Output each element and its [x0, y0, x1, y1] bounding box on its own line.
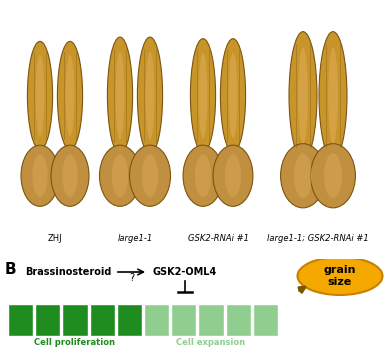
Text: ZHJ: ZHJ [48, 234, 62, 243]
Ellipse shape [281, 144, 325, 208]
FancyBboxPatch shape [171, 304, 196, 336]
Text: grain
size: grain size [324, 265, 356, 287]
Ellipse shape [129, 145, 170, 206]
FancyBboxPatch shape [63, 304, 88, 336]
Ellipse shape [66, 55, 74, 136]
Ellipse shape [145, 52, 154, 139]
Text: A: A [5, 6, 17, 21]
Ellipse shape [63, 154, 77, 197]
Text: B: B [5, 262, 17, 277]
FancyBboxPatch shape [90, 304, 115, 336]
FancyBboxPatch shape [253, 304, 278, 336]
Ellipse shape [142, 154, 158, 197]
FancyBboxPatch shape [35, 304, 60, 336]
Text: Cell proliferation: Cell proliferation [34, 338, 115, 347]
Ellipse shape [289, 32, 317, 159]
Text: large1-1: large1-1 [117, 234, 152, 243]
Ellipse shape [32, 154, 48, 197]
Ellipse shape [298, 257, 382, 295]
Ellipse shape [195, 154, 211, 197]
Ellipse shape [116, 52, 124, 139]
Ellipse shape [190, 39, 215, 152]
Ellipse shape [99, 145, 140, 206]
Ellipse shape [36, 55, 45, 136]
FancyBboxPatch shape [144, 304, 169, 336]
FancyBboxPatch shape [117, 304, 142, 336]
Ellipse shape [112, 154, 128, 197]
Ellipse shape [319, 32, 347, 159]
Ellipse shape [108, 37, 133, 154]
Ellipse shape [183, 145, 223, 206]
Ellipse shape [324, 153, 342, 198]
Text: GSK2-OML4: GSK2-OML4 [153, 267, 217, 277]
Ellipse shape [298, 48, 308, 144]
Ellipse shape [294, 153, 312, 198]
Ellipse shape [328, 48, 338, 144]
Ellipse shape [27, 41, 53, 150]
Text: Cell expansion: Cell expansion [176, 338, 246, 347]
Ellipse shape [57, 41, 83, 150]
Ellipse shape [225, 154, 241, 197]
FancyBboxPatch shape [8, 304, 33, 336]
FancyBboxPatch shape [198, 304, 224, 336]
Ellipse shape [51, 145, 89, 206]
Text: large1-1; GSK2-RNAi #1: large1-1; GSK2-RNAi #1 [267, 234, 369, 243]
Ellipse shape [199, 53, 207, 138]
Ellipse shape [21, 145, 59, 206]
FancyBboxPatch shape [226, 304, 251, 336]
Text: GSK2-RNAi #1: GSK2-RNAi #1 [188, 234, 249, 243]
Ellipse shape [213, 145, 253, 206]
Ellipse shape [310, 144, 355, 208]
Ellipse shape [229, 53, 237, 138]
Ellipse shape [221, 39, 246, 152]
Text: ?: ? [129, 273, 135, 283]
Text: Brassinosteroid: Brassinosteroid [25, 267, 111, 277]
Ellipse shape [137, 37, 163, 154]
